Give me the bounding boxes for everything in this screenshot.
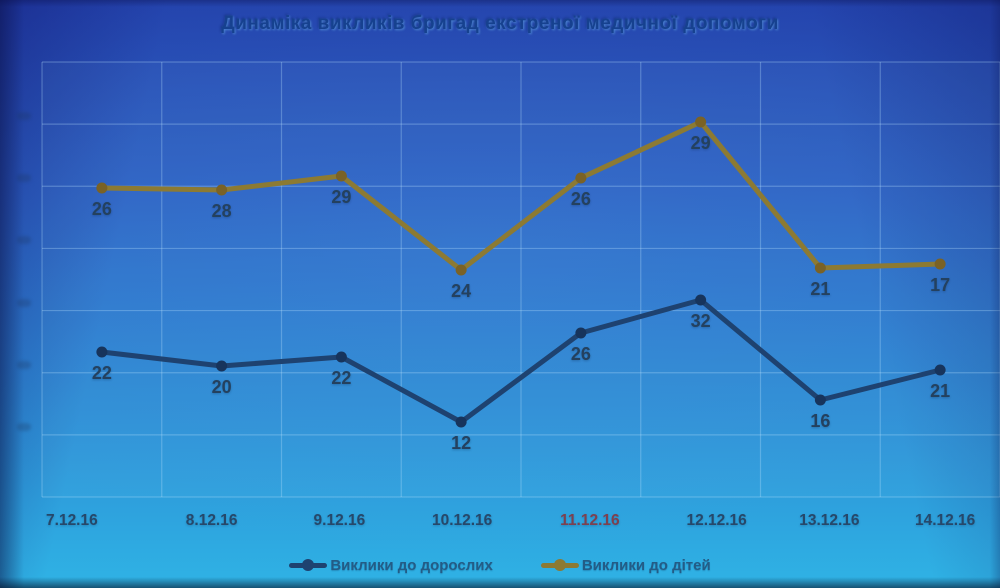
y-axis-tick-smudge bbox=[17, 236, 31, 245]
data-label-children: 24 bbox=[451, 281, 472, 301]
data-label-children: 21 bbox=[810, 279, 831, 299]
legend-line-adults-icon bbox=[289, 559, 328, 571]
data-label-adults: 22 bbox=[331, 368, 352, 388]
data-point-adults bbox=[216, 360, 228, 372]
x-axis-label: 12.12.16 bbox=[686, 512, 747, 529]
data-label-children: 26 bbox=[91, 199, 112, 219]
series-line-adults bbox=[99, 297, 943, 425]
data-point-adults bbox=[96, 346, 108, 358]
data-point-children bbox=[575, 172, 587, 184]
data-point-adults bbox=[335, 351, 347, 363]
data-point-adults bbox=[455, 416, 467, 428]
x-axis-label: 13.12.16 bbox=[799, 512, 860, 529]
data-label-adults: 26 bbox=[570, 344, 591, 364]
y-axis-tick-smudge bbox=[17, 298, 31, 307]
x-axis-label: 7.12.16 bbox=[46, 512, 98, 529]
legend-item-adults: Виклики до дорослих bbox=[289, 557, 493, 574]
y-axis-tick-smudge bbox=[17, 422, 31, 431]
data-label-children: 29 bbox=[331, 187, 352, 207]
data-label-adults: 32 bbox=[690, 311, 711, 331]
x-axis-label: 14.12.16 bbox=[914, 512, 976, 529]
data-label-children: 26 bbox=[570, 189, 591, 209]
data-point-children bbox=[216, 184, 228, 196]
legend-label-adults: Виклики до дорослих bbox=[330, 556, 493, 574]
plot-area bbox=[42, 62, 1000, 497]
data-point-children bbox=[934, 258, 946, 270]
data-label-children: 29 bbox=[690, 133, 711, 153]
x-axis-label: 9.12.16 bbox=[313, 512, 366, 529]
legend: Виклики до дорослих Виклики до дітей bbox=[0, 552, 1000, 578]
data-label-adults: 22 bbox=[91, 363, 112, 383]
series-line-children bbox=[99, 119, 943, 273]
data-label-children: 17 bbox=[930, 275, 951, 295]
y-axis-tick-smudge bbox=[17, 112, 31, 121]
data-point-adults bbox=[814, 394, 826, 406]
data-point-children bbox=[695, 116, 707, 128]
data-point-children bbox=[814, 262, 826, 274]
data-point-children bbox=[335, 170, 347, 182]
legend-item-children: Виклики до дітей bbox=[540, 556, 711, 574]
data-label-adults: 21 bbox=[930, 381, 951, 401]
data-point-children bbox=[96, 182, 108, 194]
data-point-children bbox=[455, 264, 467, 276]
x-axis-label: 10.12.16 bbox=[431, 512, 493, 529]
data-point-adults bbox=[575, 327, 587, 339]
x-axis-label: 11.12.16 bbox=[560, 512, 620, 529]
data-label-adults: 16 bbox=[810, 411, 831, 431]
data-point-adults bbox=[695, 294, 707, 306]
data-point-adults bbox=[934, 364, 946, 376]
data-label-adults: 12 bbox=[451, 433, 472, 453]
y-axis-tick-smudge bbox=[17, 174, 31, 183]
legend-label-children: Виклики до дітей bbox=[581, 556, 711, 574]
x-axis-label: 8.12.16 bbox=[185, 512, 238, 529]
data-label-adults: 20 bbox=[211, 377, 232, 397]
chart-title: Динаміка викликів бригад екстреної медич… bbox=[221, 13, 779, 34]
legend-line-children-icon bbox=[540, 559, 579, 571]
y-axis-tick-smudge bbox=[17, 360, 31, 369]
data-label-children: 28 bbox=[211, 201, 232, 221]
